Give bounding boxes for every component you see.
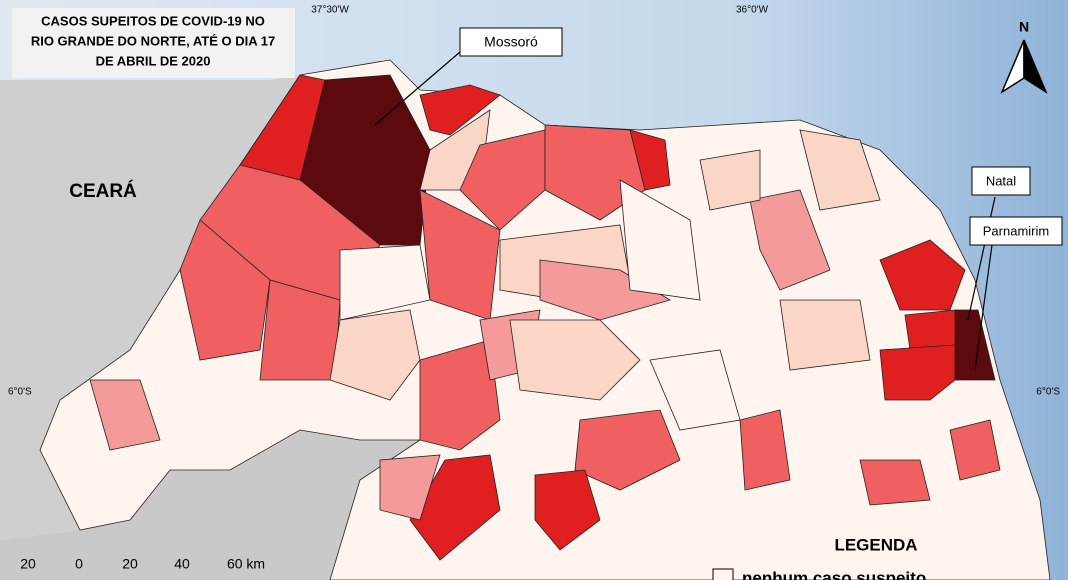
land-south <box>0 430 420 580</box>
coord-label: 6°0'S <box>1036 387 1060 398</box>
municipality <box>534 469 601 551</box>
coord-label: 6°0'S <box>8 387 32 398</box>
municipality <box>779 299 871 371</box>
municipality <box>879 239 966 311</box>
scale-label: 20 <box>122 556 138 572</box>
municipality <box>629 129 671 191</box>
municipality <box>419 84 501 136</box>
municipality <box>649 349 741 431</box>
municipality <box>329 309 421 401</box>
municipality <box>799 129 881 211</box>
municipality <box>879 344 956 401</box>
municipality <box>949 419 1001 481</box>
label-box <box>459 27 563 57</box>
label-box <box>969 216 1063 246</box>
municipality <box>539 259 671 321</box>
municipalities <box>89 74 1001 561</box>
place-label: Parnamirim <box>983 223 1049 238</box>
north-arrow <box>1023 39 1048 94</box>
title-line: CASOS SUPEITOS DE COVID-19 NO <box>41 13 265 28</box>
municipality <box>699 149 761 211</box>
municipality <box>749 189 831 291</box>
municipality <box>379 454 441 521</box>
place-label: Natal <box>986 173 1016 188</box>
title-line: DE ABRIL DE 2020 <box>96 53 211 68</box>
title-line: RIO GRANDE DO NORTE, ATÉ O DIA 17 <box>31 33 275 48</box>
label-box <box>971 166 1031 196</box>
legend-item: nenhum caso suspeito <box>742 568 926 580</box>
coord-label: 36°0'W <box>736 5 769 16</box>
municipality <box>859 459 931 506</box>
municipality <box>574 409 681 491</box>
leader-line <box>374 51 461 126</box>
scale-bar: 20 0 20 40 60 km <box>20 556 265 572</box>
municipality <box>179 219 271 361</box>
scale-label: 0 <box>75 556 83 572</box>
municipality <box>904 309 961 351</box>
legend-title: LEGENDA <box>834 535 917 554</box>
municipality <box>459 129 546 231</box>
north-label: N <box>1019 19 1029 35</box>
scale-label: 60 km <box>227 556 265 572</box>
municipality <box>509 319 641 401</box>
scale-label: 20 <box>20 556 36 572</box>
leader-line <box>974 244 993 371</box>
municipality <box>739 409 791 491</box>
coord-label: 37°30'W <box>311 5 349 16</box>
legend-swatch <box>712 568 734 580</box>
title-box <box>12 8 295 78</box>
state-label: CEARÁ <box>69 180 137 202</box>
place-label: Mossoró <box>484 34 538 50</box>
municipality <box>419 339 501 451</box>
municipality <box>619 179 701 301</box>
municipality <box>89 379 161 451</box>
scale-label: 40 <box>174 556 190 572</box>
